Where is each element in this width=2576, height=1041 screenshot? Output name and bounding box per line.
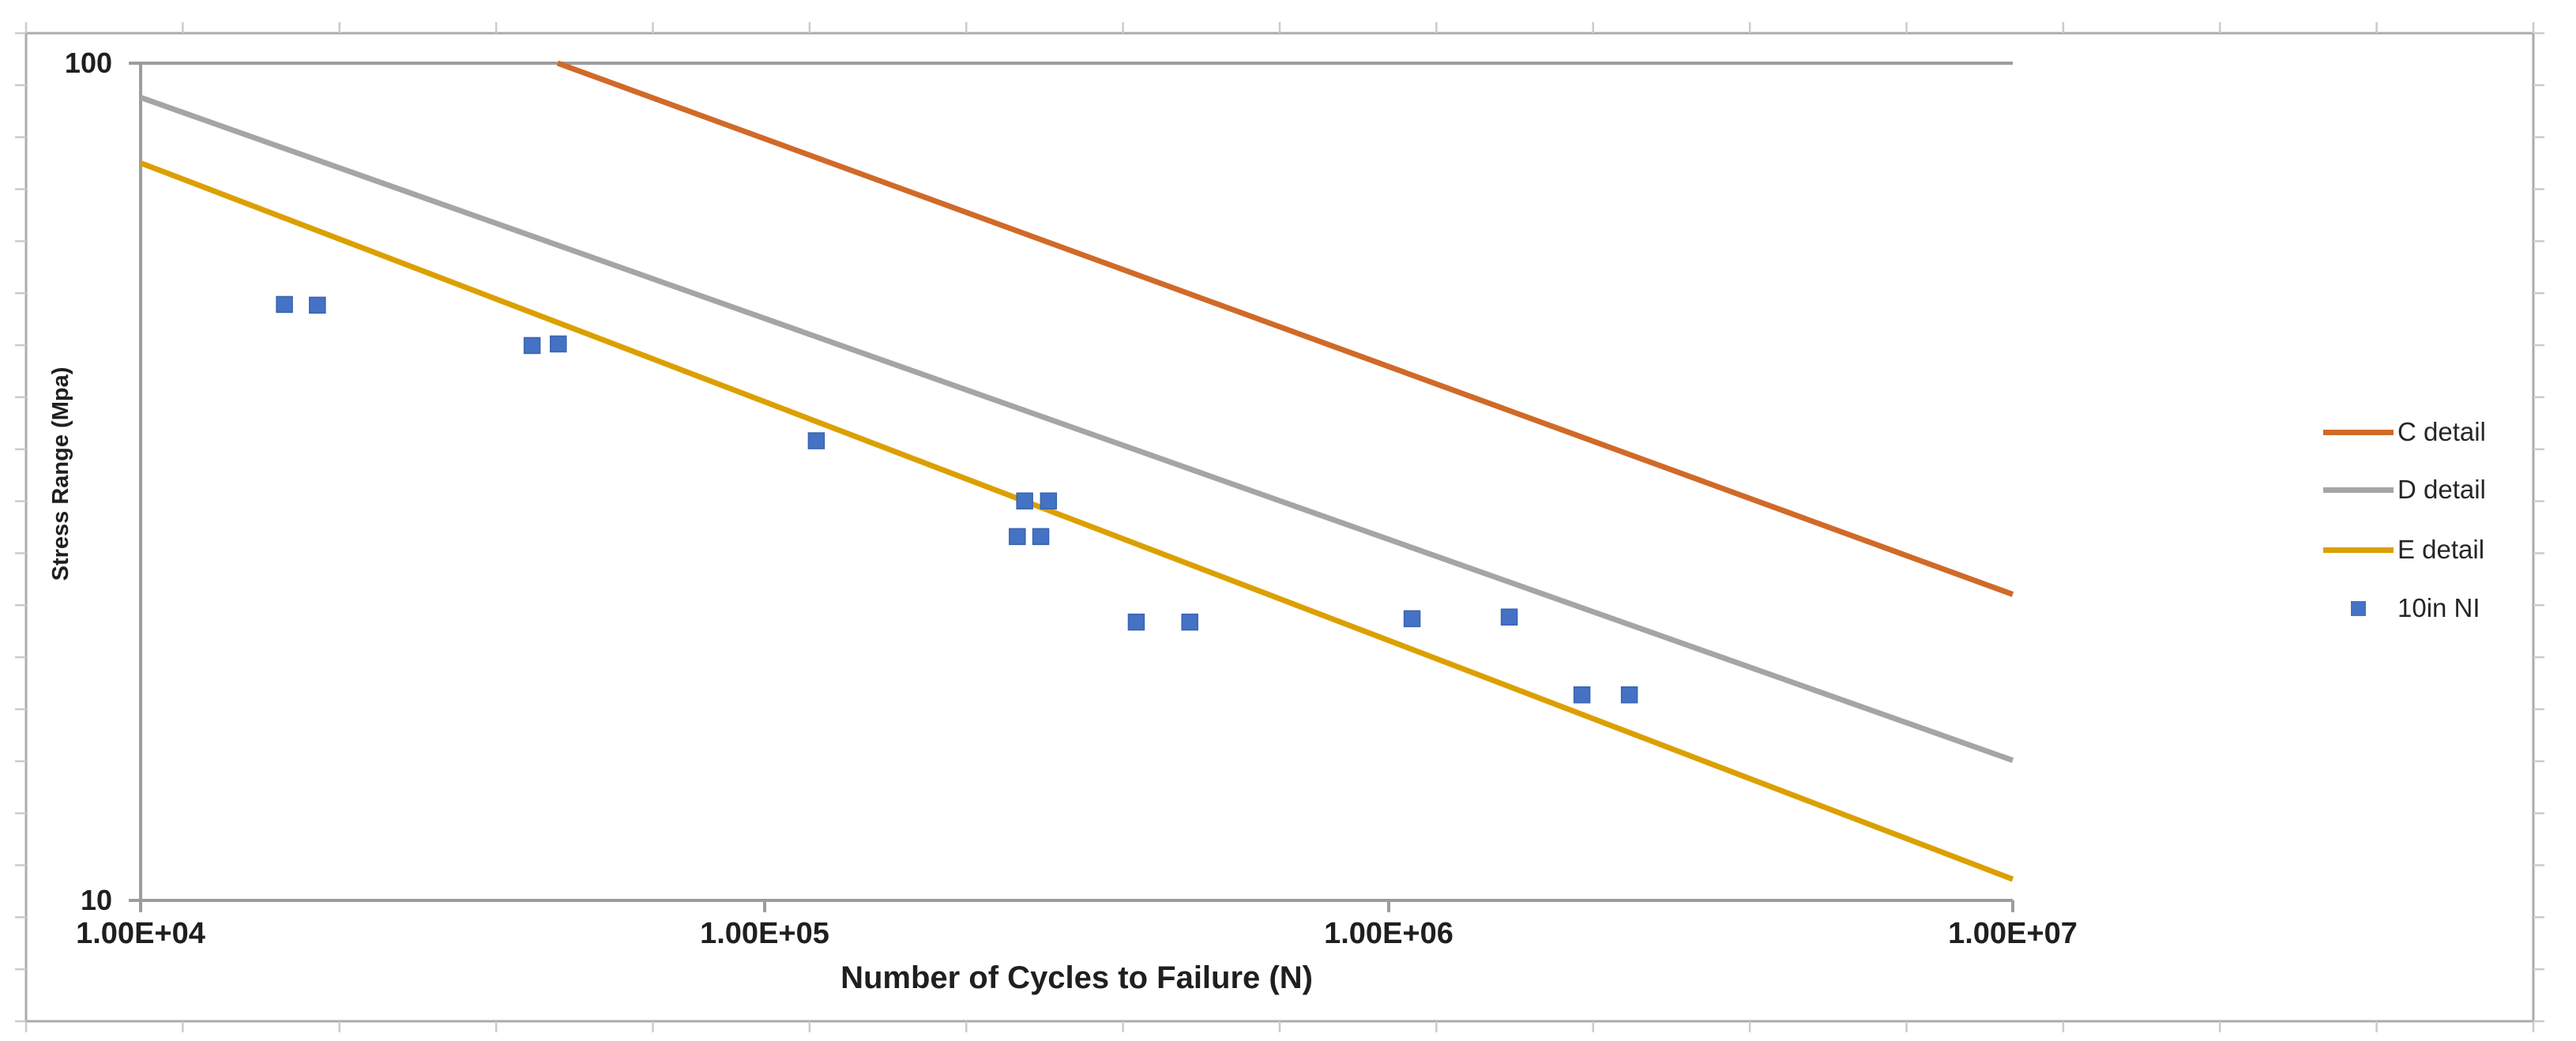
y-tick-label: 10 (80, 884, 112, 916)
legend-line-swatch-e (2323, 547, 2394, 553)
scatter-point-10in-ni[interactable] (1620, 686, 1638, 704)
legend-marker-swatch (2323, 600, 2394, 616)
scatter-point-10in-ni[interactable] (1040, 492, 1058, 510)
y-axis-title: Stress Range (Mpa) (48, 366, 73, 581)
legend-item-c-detail[interactable]: C detail (2323, 415, 2486, 449)
x-axis-title: Number of Cycles to Failure (N) (840, 960, 1313, 995)
scatter-point-10in-ni[interactable] (276, 295, 293, 314)
legend-label: E detail (2397, 535, 2485, 564)
scatter-point-10in-ni[interactable] (550, 335, 567, 353)
scatter-point-10in-ni[interactable] (1032, 528, 1050, 546)
legend-item-d-detail[interactable]: D detail (2323, 472, 2486, 507)
scatter-point-10in-ni[interactable] (1009, 528, 1026, 546)
legend-line-swatch-c (2323, 429, 2394, 435)
scatter-point-10in-ni[interactable] (1016, 492, 1033, 510)
series-line-e-detail[interactable] (139, 160, 2014, 882)
x-tick-label: 1.00E+04 (76, 917, 205, 950)
y-tick-label: 100 (64, 47, 112, 79)
scatter-point-10in-ni[interactable] (1500, 608, 1518, 626)
legend-line-swatch-d (2323, 487, 2394, 493)
scatter-point-10in-ni[interactable] (1403, 610, 1421, 628)
legend-label: C detail (2397, 417, 2486, 446)
scatter-point-10in-ni[interactable] (807, 432, 825, 449)
series-line-c-detail[interactable] (556, 60, 2014, 597)
series-line-d-detail[interactable] (139, 95, 2014, 763)
scatter-point-10in-ni[interactable] (523, 336, 541, 355)
x-tick-label: 1.00E+06 (1324, 917, 1453, 950)
legend-label: 10in NI (2397, 593, 2480, 622)
legend-label: D detail (2397, 475, 2486, 504)
x-tick-label: 1.00E+07 (1948, 917, 2078, 950)
scatter-point-10in-ni[interactable] (1181, 613, 1198, 631)
scatter-point-10in-ni[interactable] (1573, 686, 1591, 704)
legend-item-e-detail[interactable]: E detail (2323, 532, 2484, 567)
scatter-point-10in-ni[interactable] (309, 296, 326, 314)
scatter-point-10in-ni[interactable] (1127, 613, 1145, 631)
x-tick-label: 1.00E+05 (700, 917, 829, 950)
legend-item-10in-ni[interactable]: 10in NI (2323, 591, 2480, 626)
chart-outer-border (24, 32, 2535, 1023)
